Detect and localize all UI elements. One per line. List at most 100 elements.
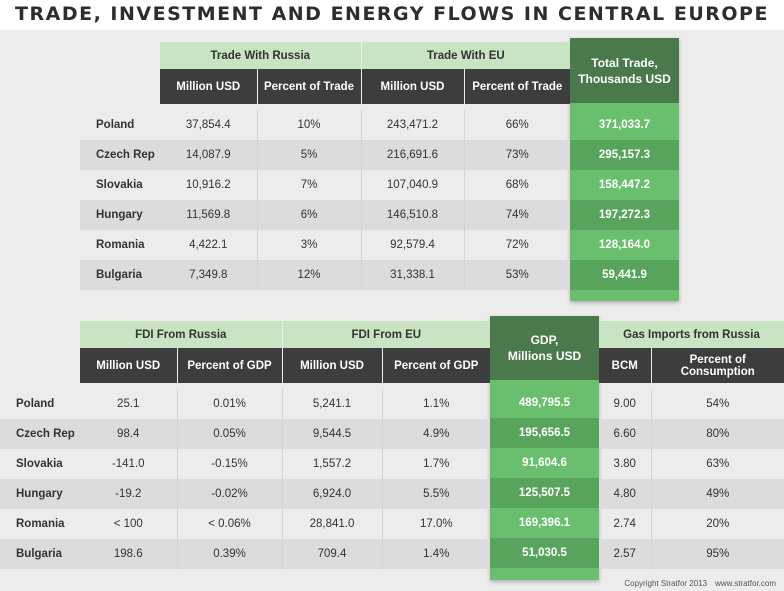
cell: 4.80 (599, 479, 651, 509)
cell: 2.57 (599, 539, 651, 569)
total-trade-value: 197,272.3 (570, 200, 679, 230)
gdp-column: 489,795.5 195,656.5 91,604.6 125,507.5 1… (490, 388, 599, 568)
cell: 2.74 (613, 518, 636, 530)
cell: 6.60 (599, 419, 651, 449)
cell: 5.5% (381, 479, 491, 509)
cell: 243,471.2 (360, 110, 464, 140)
col-fdi-russia-million: Million USD (80, 348, 177, 383)
total-trade-value: 295,157.3 (570, 140, 679, 170)
cell: 20% (650, 509, 784, 539)
cell: 1.7% (381, 449, 491, 479)
cell: 9.00 (613, 398, 636, 410)
table-row: 3.80 63% (599, 449, 784, 479)
cell: 31,338.1 (360, 260, 464, 290)
cell: 10% (256, 110, 361, 140)
table-row: 4.80 49% (599, 479, 784, 509)
col-russia-percent: Percent of Trade (256, 69, 361, 104)
group-trade-eu: Trade With EU (360, 42, 571, 69)
cell: 6,924.0 (281, 479, 383, 509)
blank-cell (80, 69, 160, 104)
table-row: Hungary -19.2 -0.02% 6,924.0 5.5% (0, 479, 491, 509)
cell: 0.01% (176, 389, 283, 419)
gdp-value: 489,795.5 (490, 388, 599, 418)
group-gas-imports: Gas Imports from Russia (599, 321, 784, 348)
cell: 4,422.1 (189, 239, 228, 251)
total-trade-column: 371,033.7 295,157.3 158,447.2 197,272.3 … (570, 110, 679, 290)
row-label: Slovakia (16, 458, 63, 470)
table-row: Czech Rep 14,087.9 5% 216,691.6 73% (80, 140, 571, 170)
cell: 709.4 (281, 539, 383, 569)
col-fdi-eu-million: Million USD (281, 348, 383, 383)
cell: 146,510.8 (360, 200, 464, 230)
table-row: Slovakia -141.0 -0.15% 1,557.2 1.7% (0, 449, 491, 479)
col-fdi-eu-pct-gdp: Percent of GDP (381, 348, 491, 383)
row-label: Romania (16, 518, 65, 530)
cell: 80% (650, 419, 784, 449)
cell: 17.0% (381, 509, 491, 539)
col-eu-percent: Percent of Trade (463, 69, 571, 104)
gdp-value: 169,396.1 (490, 508, 599, 538)
cell: 107,040.9 (360, 170, 464, 200)
cell: 14,087.9 (160, 140, 257, 170)
cell: 28,841.0 (281, 509, 383, 539)
cell: 7,349.8 (160, 260, 257, 290)
gdp-header: GDP, Millions USD (490, 316, 599, 380)
cell: 3.80 (613, 458, 636, 470)
cell: 1.1% (381, 389, 491, 419)
row-label: Czech Rep (0, 419, 80, 449)
cell: 66% (463, 110, 571, 140)
gdp-value: 91,604.6 (490, 448, 599, 478)
cell: -141.0 (111, 458, 145, 470)
cell: 74% (463, 200, 571, 230)
table-row: 9.00 54% (599, 389, 784, 419)
col-eu-million: Million USD (360, 69, 464, 104)
cell: 10,916.2 (185, 179, 231, 191)
gdp-value: 125,507.5 (490, 478, 599, 508)
cell: 49% (650, 479, 784, 509)
blank-cell (0, 321, 80, 348)
table-row: Czech Rep 98.4 0.05% 9,544.5 4.9% (0, 419, 491, 449)
cell: 7% (256, 170, 361, 200)
total-trade-header: Total Trade, Thousands USD (570, 38, 679, 103)
col-fdi-russia-pct-gdp: Percent of GDP (176, 348, 283, 383)
cell: -19.2 (80, 479, 177, 509)
blank-cell (80, 42, 160, 69)
copyright-footer: Copyright Stratfor 2013 www.stratfor.com (616, 579, 776, 588)
cell: 73% (463, 140, 571, 170)
total-trade-value: 371,033.7 (570, 110, 679, 140)
row-label: Poland (16, 398, 55, 410)
blank-cell (0, 348, 80, 383)
cell: 92,579.4 (360, 230, 464, 260)
cell: 37,854.4 (185, 119, 231, 131)
cell: 0.39% (176, 539, 283, 569)
cell: 9,544.5 (281, 419, 383, 449)
gdp-value: 195,656.5 (490, 418, 599, 448)
copyright-text: Copyright Stratfor 2013 (624, 579, 708, 588)
total-trade-value: 158,447.2 (570, 170, 679, 200)
group-fdi-eu: FDI From EU (281, 321, 491, 348)
cell: 12% (256, 260, 361, 290)
col-russia-million: Million USD (160, 69, 257, 104)
cell: 1,557.2 (281, 449, 383, 479)
cell: 4.9% (381, 419, 491, 449)
site-link[interactable]: www.stratfor.com (715, 579, 776, 588)
page-title: TRADE, INVESTMENT AND ENERGY FLOWS IN CE… (0, 0, 784, 30)
trade-table: Trade With Russia Trade With EU Million … (80, 42, 571, 290)
cell: 72% (463, 230, 571, 260)
cell: 216,691.6 (360, 140, 464, 170)
cell: 11,569.8 (160, 200, 257, 230)
table-row: Romania < 100 < 0.06% 28,841.0 17.0% (0, 509, 491, 539)
row-label: Hungary (80, 200, 160, 230)
cell: 5,241.1 (281, 389, 383, 419)
table-row: Romania 4,422.1 3% 92,579.4 72% (80, 230, 571, 260)
row-label: Czech Rep (80, 140, 160, 170)
row-label: Hungary (0, 479, 80, 509)
table-row: Bulgaria 7,349.8 12% 31,338.1 53% (80, 260, 571, 290)
row-label: Slovakia (96, 179, 143, 191)
total-trade-value: 128,164.0 (570, 230, 679, 260)
cell: < 0.06% (176, 509, 283, 539)
cell: 198.6 (80, 539, 177, 569)
cell: 5% (256, 140, 361, 170)
cell: 0.05% (176, 419, 283, 449)
group-fdi-russia: FDI From Russia (80, 321, 283, 348)
